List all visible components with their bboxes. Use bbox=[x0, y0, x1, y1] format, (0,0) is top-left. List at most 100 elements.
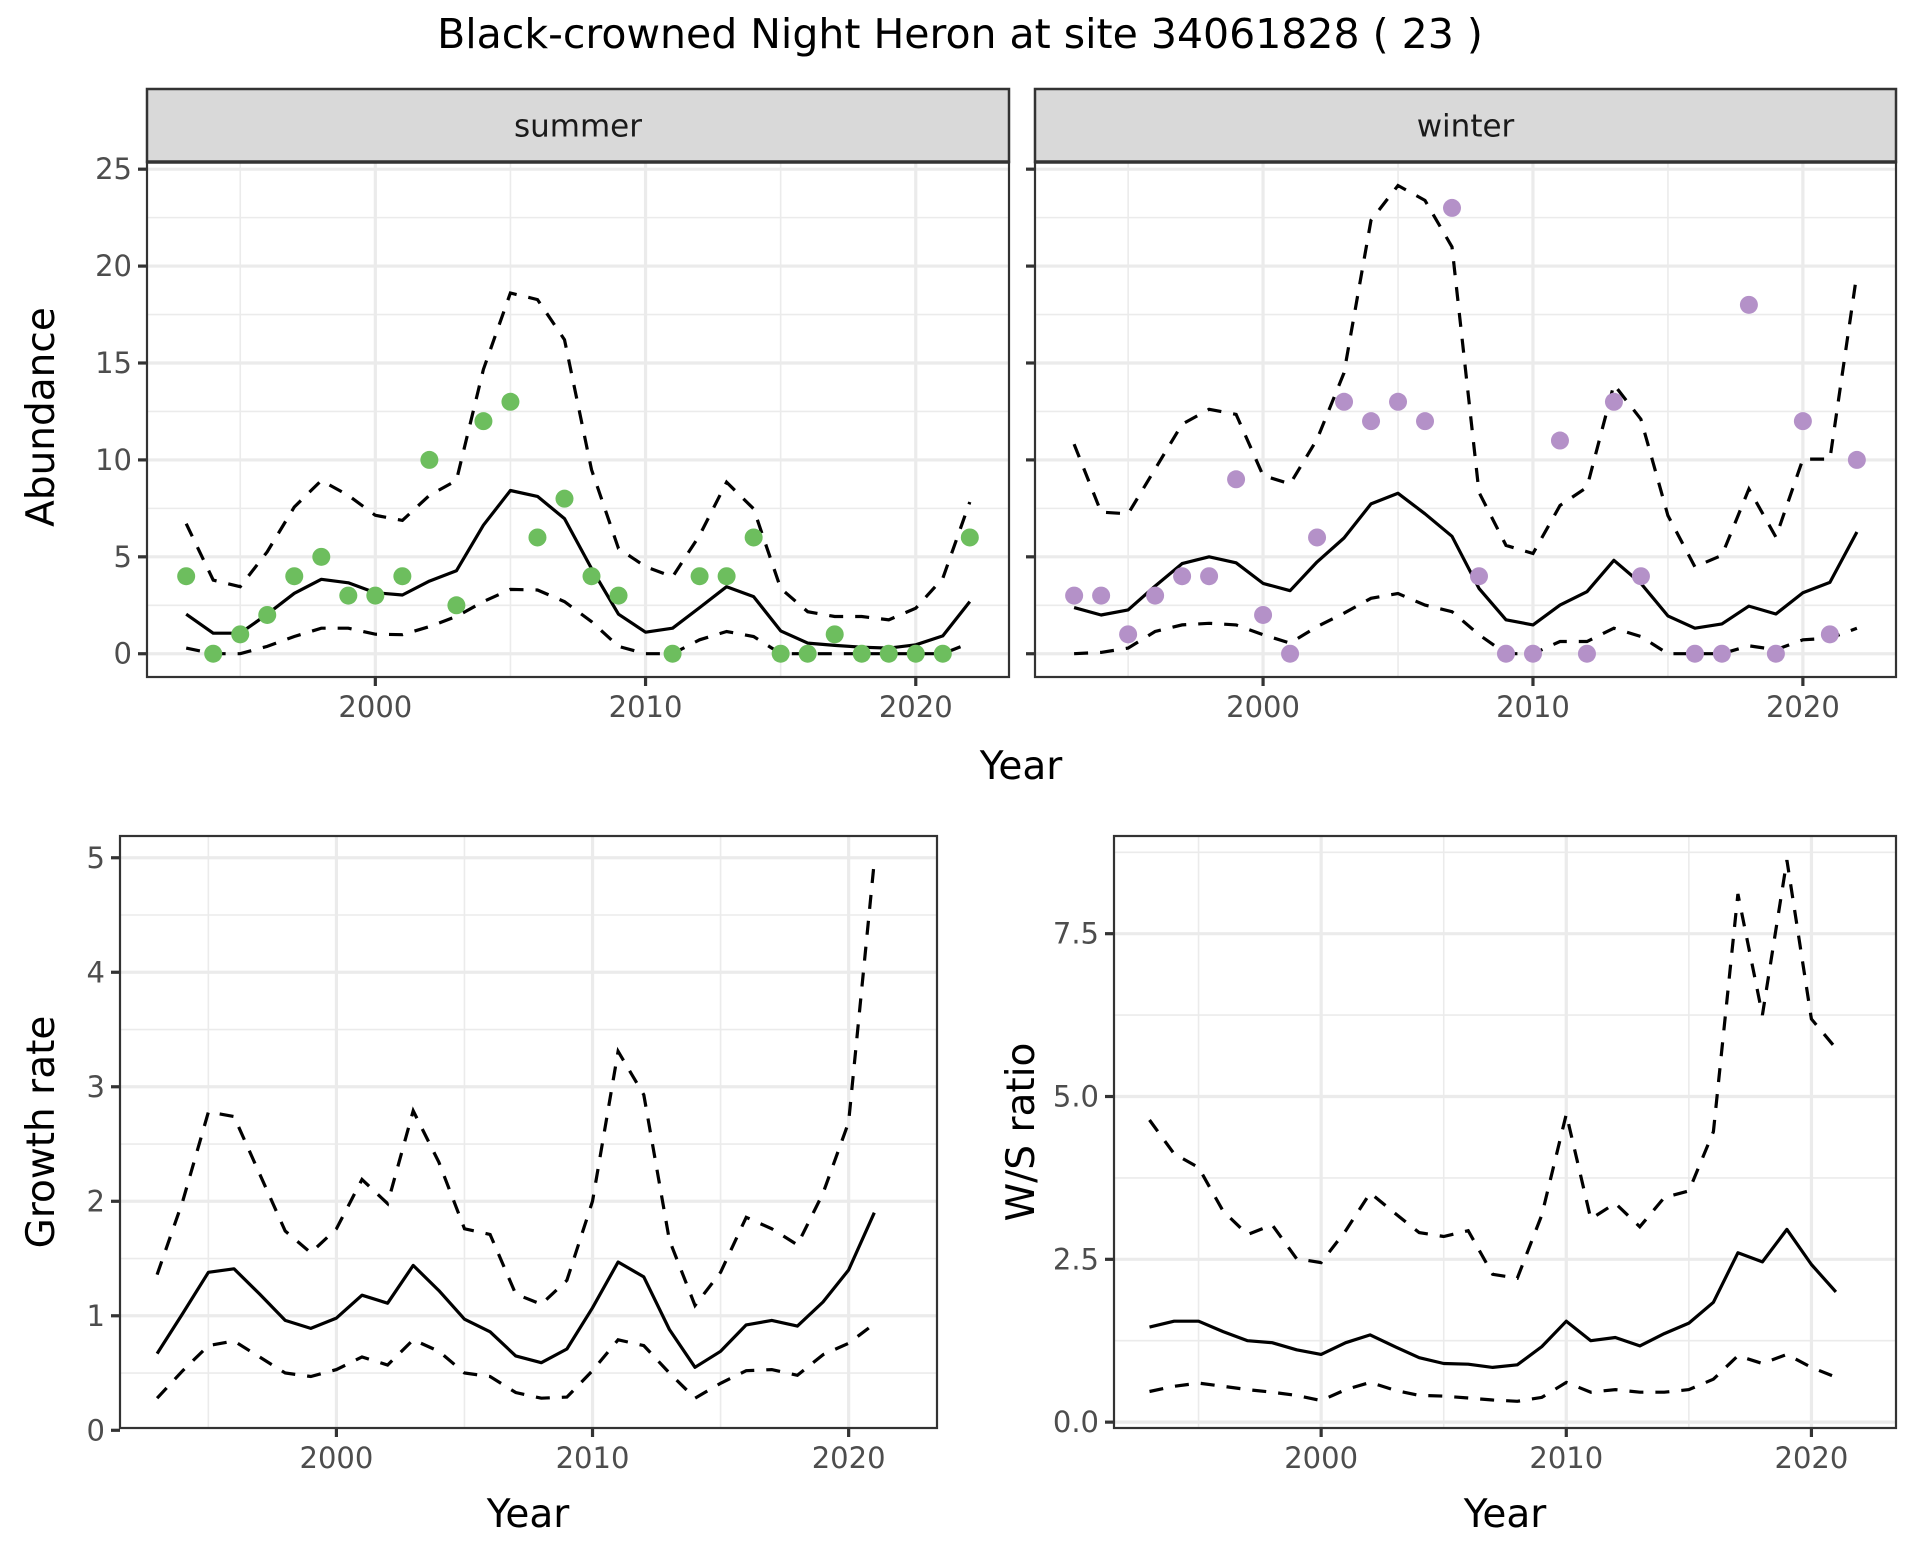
y-tick-label: 1 bbox=[87, 1299, 105, 1333]
observed-points bbox=[1065, 198, 1866, 663]
facet-label-summer: summer bbox=[514, 109, 642, 145]
gridlines bbox=[1035, 162, 1896, 677]
data-point bbox=[1793, 412, 1812, 431]
data-point bbox=[879, 644, 898, 663]
data-point bbox=[582, 567, 601, 586]
series-line-mean bbox=[1149, 1227, 1838, 1369]
x-tick-label: 2010 bbox=[609, 690, 683, 724]
panel-border bbox=[118, 834, 939, 1430]
y-tick-label: 15 bbox=[95, 346, 132, 380]
panel-ws-ratio: 2000 2010 2020 0.0 2.5 5.0 7.5 bbox=[1053, 834, 1898, 1475]
data-point bbox=[204, 644, 223, 663]
gridlines bbox=[1114, 836, 1896, 1428]
data-point bbox=[501, 392, 520, 411]
series-line-lower bbox=[155, 1322, 876, 1401]
data-point bbox=[1604, 392, 1623, 411]
data-point bbox=[906, 644, 925, 663]
y-tick-label: 7.5 bbox=[1053, 917, 1099, 951]
data-point bbox=[1065, 586, 1084, 605]
plot-background bbox=[147, 162, 1009, 677]
data-point bbox=[1092, 586, 1111, 605]
x-tick-label: 2000 bbox=[1284, 1441, 1358, 1475]
data-point bbox=[285, 567, 304, 586]
data-point bbox=[663, 644, 682, 663]
y-axis-title-ws: W/S ratio bbox=[999, 1043, 1044, 1222]
data-point bbox=[1389, 392, 1408, 411]
data-point bbox=[1281, 644, 1300, 663]
y-tick-label: 25 bbox=[95, 152, 132, 186]
series-line-upper bbox=[1148, 859, 1838, 1280]
panel-border bbox=[1112, 834, 1898, 1430]
x-axis-title-top: Year bbox=[979, 744, 1064, 789]
facet-label-winter: winter bbox=[1417, 109, 1515, 145]
series-line-mean bbox=[155, 1212, 876, 1369]
data-point bbox=[1550, 431, 1569, 450]
data-point bbox=[1523, 644, 1542, 663]
data-point bbox=[1820, 625, 1839, 644]
data-point bbox=[1254, 605, 1273, 624]
data-point bbox=[1227, 470, 1246, 489]
x-tick-label: 2000 bbox=[1226, 690, 1300, 724]
data-point bbox=[1631, 567, 1650, 586]
x-tick-label: 2020 bbox=[1766, 690, 1840, 724]
series-lines bbox=[184, 291, 972, 656]
series-lines bbox=[155, 861, 876, 1401]
x-axis-title-growth: Year bbox=[486, 1492, 571, 1537]
data-point bbox=[1685, 644, 1704, 663]
y-tick-label: 0.0 bbox=[1053, 1405, 1099, 1439]
data-point bbox=[312, 547, 331, 566]
data-point bbox=[1335, 392, 1354, 411]
y-tick-label: 5 bbox=[87, 841, 105, 875]
x-tick-label: 2000 bbox=[300, 1441, 374, 1475]
y-tick-label: 5.0 bbox=[1053, 1080, 1099, 1114]
y-tick-label: 4 bbox=[87, 955, 105, 989]
data-point bbox=[1847, 450, 1866, 469]
data-point bbox=[1416, 412, 1435, 431]
data-point bbox=[258, 605, 277, 624]
x-tick-label: 2010 bbox=[1529, 1441, 1603, 1475]
series-line-mean bbox=[1073, 491, 1859, 630]
x-tick-label: 2010 bbox=[556, 1441, 630, 1475]
data-point bbox=[1443, 198, 1462, 217]
y-tick-label: 3 bbox=[87, 1070, 105, 1104]
data-point bbox=[231, 625, 250, 644]
x-axis-title-ws: Year bbox=[1463, 1492, 1548, 1537]
data-point bbox=[1146, 586, 1165, 605]
series-line-mean bbox=[185, 488, 972, 650]
data-point bbox=[474, 412, 493, 431]
panel-summer-abundance: summer 2000 2010 2020 0 5 10 15 20 25 bbox=[95, 87, 1011, 724]
data-point bbox=[1200, 567, 1219, 586]
series-lines bbox=[1148, 859, 1838, 1403]
data-point bbox=[825, 625, 844, 644]
series-line-lower bbox=[185, 587, 971, 656]
panel-winter-abundance: winter 2000 2010 2020 bbox=[1026, 87, 1898, 724]
data-point bbox=[1739, 295, 1758, 314]
y-tick-label: 5 bbox=[114, 540, 132, 574]
plot-background bbox=[1035, 162, 1896, 677]
data-point bbox=[1469, 567, 1488, 586]
data-point bbox=[1766, 644, 1785, 663]
data-point bbox=[609, 586, 628, 605]
data-point bbox=[1308, 528, 1327, 547]
plot-background bbox=[120, 836, 937, 1428]
x-tick-label: 2000 bbox=[338, 690, 412, 724]
data-point bbox=[447, 596, 466, 615]
data-point bbox=[177, 567, 196, 586]
data-point bbox=[852, 644, 871, 663]
data-point bbox=[1496, 644, 1515, 663]
data-point bbox=[1362, 412, 1381, 431]
x-tick-label: 2020 bbox=[1775, 1441, 1849, 1475]
x-tick-label: 2010 bbox=[1496, 690, 1570, 724]
data-point bbox=[744, 528, 763, 547]
series-line-lower bbox=[1149, 1352, 1837, 1403]
data-point bbox=[1712, 644, 1731, 663]
series-line-upper bbox=[1072, 183, 1859, 569]
facet-strip bbox=[1033, 87, 1898, 164]
data-point bbox=[393, 567, 412, 586]
data-point bbox=[960, 528, 979, 547]
plot-background bbox=[1114, 836, 1896, 1428]
chart-title: Black-crowned Night Heron at site 340618… bbox=[437, 10, 1483, 58]
series-line-upper bbox=[184, 291, 972, 622]
data-point bbox=[366, 586, 385, 605]
